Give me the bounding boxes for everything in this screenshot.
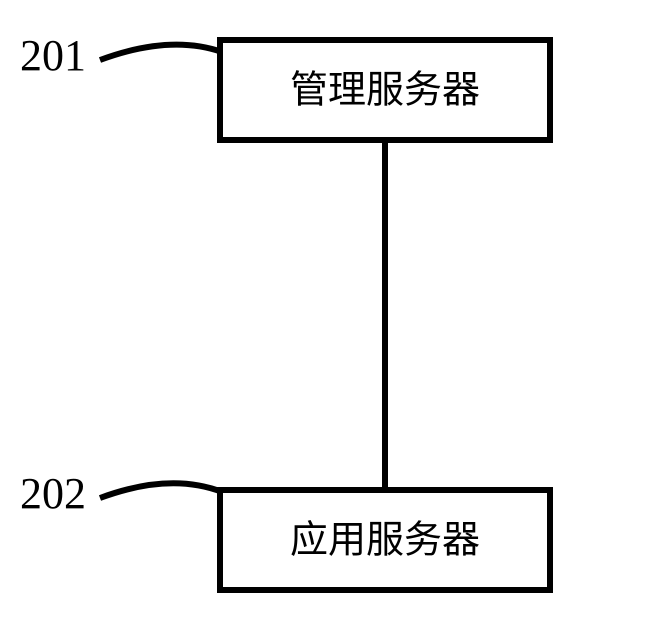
diagram-canvas: 管理服务器 201 应用服务器 202 (0, 0, 670, 642)
management-server-leader (100, 45, 222, 60)
application-server-label: 应用服务器 (290, 520, 480, 562)
application-server-leader (100, 483, 222, 498)
management-server-label: 管理服务器 (290, 70, 480, 112)
management-server-ref: 201 (20, 31, 86, 80)
application-server-ref: 202 (20, 469, 86, 518)
